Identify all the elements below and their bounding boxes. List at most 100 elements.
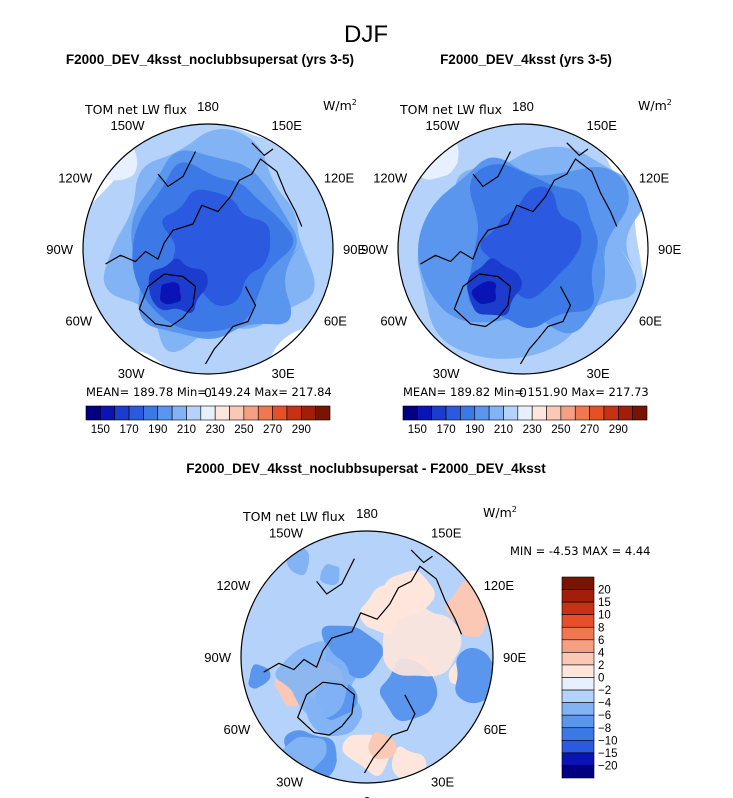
colorbar-swatch — [561, 664, 595, 678]
colorbar-tick-label: −6 — [598, 710, 611, 722]
colorbar-swatch — [546, 405, 562, 421]
units-label: W/m2 — [483, 505, 517, 520]
colorbar-tick-label: 270 — [263, 424, 282, 436]
variable-label: TOM net LW flux — [242, 509, 345, 524]
longitude-label: 150W — [269, 525, 304, 540]
map-outline — [82, 123, 334, 375]
coastline-alaska — [316, 558, 355, 595]
colorbar-swatch — [85, 405, 101, 421]
colorbar-tick-label: 170 — [436, 424, 455, 436]
colorbar-tick-label: −8 — [598, 723, 611, 735]
longitude-label: 120W — [216, 578, 251, 593]
colorbar-tick-label: 270 — [580, 424, 599, 436]
panel-1: F2000_DEV_4ksst_noclubbsupersat (yrs 3-5… — [66, 52, 354, 436]
colorbar-swatch — [229, 405, 245, 421]
variable-label: TOM net LW flux — [399, 102, 502, 117]
longitude-label: 30E — [272, 366, 295, 381]
coastline-asia — [566, 142, 589, 157]
coastline-alaska — [157, 151, 197, 188]
colorbar-tick-label: 290 — [609, 424, 628, 436]
longitude-label: 150W — [426, 118, 461, 133]
coastline-north-america — [420, 158, 618, 265]
colorbar-tick-label: 290 — [292, 424, 311, 436]
polar-map-3: 180 150E 120E 90E 60E 30E 0 30W 60W 90W 120W 150WTO… — [204, 505, 526, 798]
colorbar-tick-label: 230 — [523, 424, 542, 436]
colorbar-swatch — [632, 405, 648, 421]
colorbar-swatch — [503, 405, 519, 421]
longitude-label: 120W — [373, 171, 408, 186]
stats-line: MEAN= 189.82 Min= 151.90 Max= 217.73 — [403, 385, 649, 399]
colorbar-tick-label: 6 — [598, 635, 604, 647]
longitude-label: 90E — [343, 242, 366, 257]
colorbar-swatch — [561, 752, 595, 766]
colorbar-swatch — [157, 405, 173, 421]
colorbar-swatch — [561, 589, 595, 603]
panel-2: F2000_DEV_4ksst (yrs 3-5) MEAN= 189.82 Mi… — [402, 52, 649, 436]
colorbar: 150 170 190 210 230 250 270 290 — [402, 405, 648, 436]
colorbar-swatch — [243, 405, 259, 421]
map-field — [241, 531, 493, 783]
page-title: DJF — [344, 21, 388, 48]
negative-region — [275, 641, 351, 719]
colorbar-tick-label: 8 — [598, 622, 604, 634]
panel-title: F2000_DEV_4ksst_noclubbsupersat (yrs 3-5… — [66, 52, 354, 67]
colorbar-swatch — [617, 405, 633, 421]
colorbar-swatch — [417, 405, 433, 421]
colorbar-swatch — [561, 714, 595, 729]
colorbar-swatch — [561, 614, 595, 628]
longitude-label: 60E — [324, 314, 347, 329]
longitude-label: 30W — [433, 366, 460, 381]
colorbar-tick-label: −10 — [598, 735, 618, 747]
colorbar-tick-label: −15 — [598, 748, 618, 760]
longitude-label: 120E — [324, 171, 355, 186]
colorbar-swatch — [560, 405, 576, 421]
map-outline — [240, 530, 494, 784]
longitude-label: 0 — [519, 385, 526, 400]
polar-map-1: 180 150E 120E 90E 60E 30E 0 30W 60W 90W 120W 150WTO… — [46, 98, 366, 400]
colorbar-swatch — [561, 702, 595, 716]
colorbar-swatch — [561, 765, 595, 779]
colorbar-tick-label: 0 — [598, 673, 604, 685]
coastlines — [420, 142, 618, 365]
colorbar-swatch — [531, 405, 547, 421]
longitude-label: 90E — [658, 242, 681, 257]
positive-region — [382, 601, 463, 677]
longitude-label: 0 — [363, 794, 370, 798]
colorbar-tick-label: −4 — [598, 698, 612, 710]
colorbar-tick-label: 210 — [177, 424, 196, 436]
units-label: W/m2 — [323, 98, 357, 113]
stats-line: MEAN= 189.78 Min= 149.24 Max= 217.84 — [86, 385, 332, 399]
panel-title: F2000_DEV_4ksst_noclubbsupersat - F2000_… — [186, 461, 546, 476]
colorbar-tick-label: 10 — [598, 610, 611, 622]
longitude-label: 60E — [484, 722, 507, 737]
coastline-asia — [251, 142, 274, 157]
anomaly-patch — [320, 564, 340, 586]
coastline-north-america — [105, 158, 303, 265]
longitude-label: 30W — [118, 366, 145, 381]
colorbar-swatch — [474, 405, 490, 421]
polar-map-2: 180 150E 120E 90E 60E 30E 0 30W 60W 90W 120W 150WTO… — [361, 98, 681, 400]
longitude-label: 60W — [224, 722, 251, 737]
colorbar-swatch — [402, 405, 418, 421]
colorbar-swatch — [272, 405, 288, 421]
variable-label: TOM net LW flux — [84, 102, 187, 117]
longitude-label: 180 — [197, 99, 219, 114]
colorbar-swatch — [574, 405, 590, 421]
colorbar-swatch — [561, 626, 595, 641]
colorbar-swatch — [171, 405, 187, 421]
coastline-europe — [519, 286, 572, 365]
colorbar-tick-label: 4 — [598, 647, 605, 659]
colorbar-tick-label: 190 — [465, 424, 484, 436]
colorbar-swatch — [200, 405, 216, 421]
longitude-label: 180 — [512, 99, 534, 114]
colorbar-tick-label: 190 — [148, 424, 167, 436]
colorbar-swatch — [589, 405, 605, 421]
colorbar-swatch — [561, 576, 595, 590]
longitude-label: 120E — [484, 578, 515, 593]
colorbar-tick-label: 230 — [206, 424, 225, 436]
longitude-label: 60W — [380, 314, 407, 329]
colorbar-swatch — [561, 677, 595, 691]
longitude-label: 150W — [111, 118, 146, 133]
